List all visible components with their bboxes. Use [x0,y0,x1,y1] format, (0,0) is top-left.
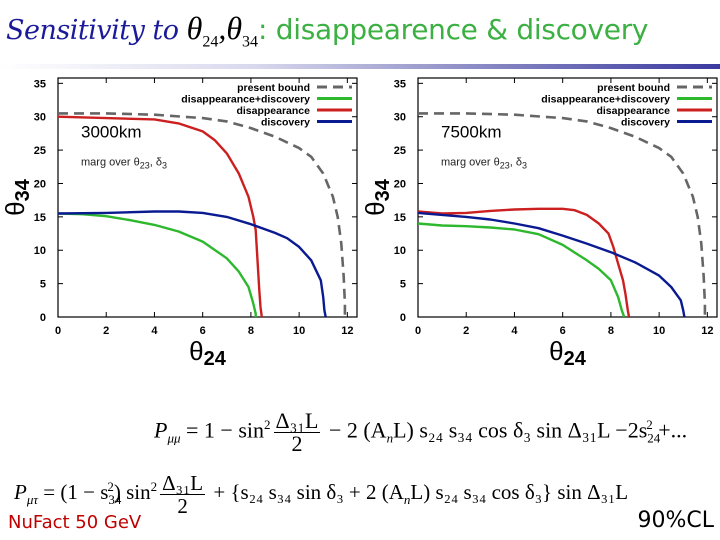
y-tick-label: 15 [394,212,406,224]
y-tick-label: 35 [34,78,46,90]
legend-label: disappearance [596,105,670,117]
marginalization-note: marg over θ23, δ3 [441,156,527,170]
series-disappearance [58,115,263,317]
chart-3000km: 0 2 4 6 8 10 12 0 5 10 15 20 25 30 35 θ24 θ34 present bou… [0,68,360,372]
title-colon: : [258,13,268,46]
y-tick-label: 30 [34,112,46,124]
title-theta24: θ24,θ34 [186,10,259,51]
series-discovery [58,210,327,317]
series-present-bound [58,112,347,317]
x-tick-label: 0 [55,325,61,337]
y-tick-label: 0 [400,312,406,324]
title-prefix: Sensitivity to [6,15,187,46]
x-axis-label: θ24 [189,336,227,368]
x-tick-label: 0 [415,325,421,337]
legend-label: present bound [237,82,310,94]
x-axis-label: θ24 [549,336,587,368]
baseline-label: 7500km [441,122,501,141]
formula-p-mumu: Pμμ = 1 − sin2 Δ₃₁L 2 − 2 (AnL) s₂₄ s₃₄ co… [154,407,688,456]
series-disappearance-discovery [58,212,257,317]
legend-label: discovery [621,117,670,129]
series-disappearance-discovery [418,222,626,317]
y-tick-label: 15 [34,212,46,224]
x-tick-label: 2 [463,325,469,337]
y-tick-label: 20 [394,178,406,190]
x-tick-label: 4 [511,325,518,337]
y-tick-label: 30 [394,112,406,124]
y-tick-label: 5 [400,279,406,291]
y-tick-label: 0 [40,312,46,324]
y-tick-label: 10 [34,245,46,257]
y-tick-label: 5 [40,279,46,291]
x-tick-label: 4 [151,325,158,337]
formula-p-mutau: Pμτ = (1 − s342) sin2 Δ₃₁L 2 + {s₂₄ s₃₄ si… [14,470,629,518]
x-tick-label: 8 [248,325,254,337]
y-tick-label: 25 [394,145,406,157]
plot-frame [417,77,718,318]
y-tick-label: 20 [34,178,46,190]
series-discovery [418,211,686,317]
y-tick-label: 25 [34,145,46,157]
title-suffix: disappearence & discovery [267,13,649,46]
chart-7500km: 0 2 4 6 8 10 12 0 5 10 15 20 25 30 35 θ24 θ34 present bou… [360,68,720,372]
x-tick-label: 6 [200,325,206,337]
baseline-label: 3000km [81,122,141,141]
title-underline-bar [0,64,720,69]
series-disappearance [418,207,631,317]
series-present-bound [418,112,707,317]
marginalization-note: marg over θ23, δ3 [81,156,167,170]
legend-label: disappearance [236,105,310,117]
x-tick-label: 10 [653,325,665,337]
chart-7500km-canvas: 0 2 4 6 8 10 12 0 5 10 15 20 25 30 35 θ24 θ34 present bou… [360,77,718,370]
y-axis-label: θ34 [360,178,394,216]
confidence-level-label: 90%CL [637,508,714,533]
legend-label: disappearance+discovery [181,94,310,106]
x-tick-label: 8 [608,325,614,337]
x-tick-label: 6 [560,325,566,337]
y-tick-label: 35 [394,78,406,90]
x-tick-label: 12 [341,325,353,337]
x-tick-label: 12 [701,325,713,337]
legend-label: present bound [597,82,670,94]
y-tick-label: 10 [394,245,406,257]
y-axis-label: θ34 [0,178,34,216]
slide-title: Sensitivity to θ24,θ34: disappearence & … [6,8,649,52]
legend-label: disappearance+discovery [541,94,670,106]
x-tick-label: 10 [293,325,305,337]
x-tick-label: 2 [103,325,109,337]
experiment-label: NuFact 50 GeV [8,512,142,533]
legend-label: discovery [261,117,310,129]
plot-frame [57,77,358,318]
chart-3000km-canvas: 0 2 4 6 8 10 12 0 5 10 15 20 25 30 35 θ24 θ34 present bou… [0,77,358,370]
